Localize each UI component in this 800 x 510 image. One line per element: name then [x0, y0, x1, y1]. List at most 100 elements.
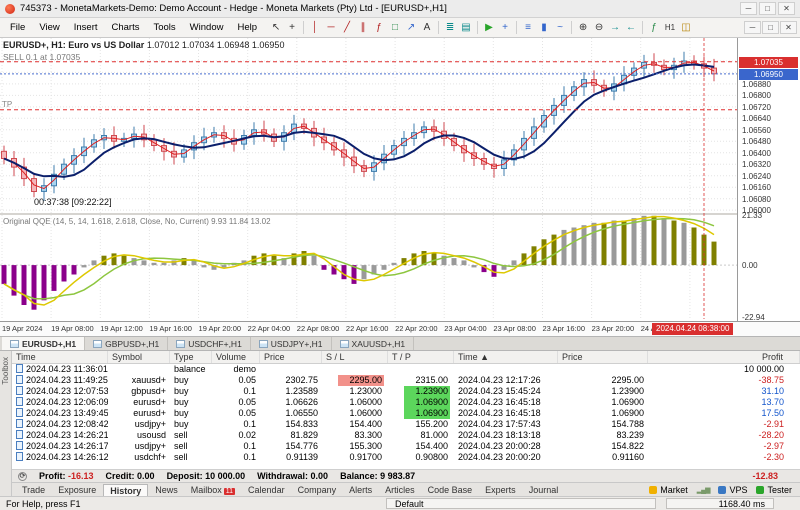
arrows-button[interactable]: ↗: [403, 20, 419, 36]
chart-tab-gbpusd+[interactable]: GBPUSD+,H1: [85, 337, 168, 350]
column-header-time[interactable]: Time: [12, 351, 108, 363]
column-header-volume[interactable]: Volume: [212, 351, 260, 363]
vertical-line-button[interactable]: │: [307, 20, 323, 36]
toolbox-side-tab[interactable]: Toolbox: [0, 351, 12, 496]
chart-window-maximize-button[interactable]: □: [762, 21, 779, 34]
toolbox-tab-articles[interactable]: Articles: [379, 484, 421, 496]
horizontal-line-button[interactable]: ─: [323, 20, 339, 36]
shapes-button[interactable]: □: [387, 20, 403, 36]
connection-latency[interactable]: 1168.40 ms: [666, 498, 774, 509]
toolbox-tab-company[interactable]: Company: [292, 484, 343, 496]
table-row[interactable]: 2024.04.23 14:26:17usdjpy+sell0.1154.776…: [12, 441, 800, 452]
candle-chart-icon: ▮: [541, 22, 547, 33]
window-maximize-button[interactable]: □: [759, 2, 776, 15]
table-row[interactable]: 2024.04.23 11:49:25xauusd+buy0.052302.75…: [12, 375, 800, 386]
price-axis[interactable]: 1.070401.069601.068801.068001.067201.066…: [737, 38, 800, 321]
column-header-type[interactable]: Type: [170, 351, 212, 363]
cell-time: 2024.04.23 11:49:25: [12, 375, 108, 386]
table-row[interactable]: 2024.04.23 12:08:42usdjpy+buy0.1154.8331…: [12, 419, 800, 430]
zoom-in-button[interactable]: ⊕: [575, 20, 591, 36]
chart-shift-button[interactable]: ←: [623, 20, 639, 36]
chart-tab-usdjpy+[interactable]: USDJPY+,H1: [251, 337, 332, 350]
vps-button[interactable]: VPS: [718, 485, 747, 495]
toolbox-tab-mailbox[interactable]: Mailbox11: [185, 484, 241, 496]
order-icon: [16, 430, 23, 439]
chart-tab-eurusd+[interactable]: EURUSD+,H1: [2, 337, 85, 350]
column-header-sl[interactable]: S / L: [322, 351, 388, 363]
indicators-button[interactable]: ƒ: [646, 20, 662, 36]
price-axis-label: 1.06160: [742, 183, 771, 192]
history-table-header[interactable]: TimeSymbolTypeVolumePriceS / LT / PTime …: [12, 351, 800, 364]
toolbox-tab-exposure[interactable]: Exposure: [52, 484, 102, 496]
column-header-price[interactable]: Price: [558, 351, 648, 363]
text-button[interactable]: A: [419, 20, 435, 36]
table-row[interactable]: 2024.04.23 12:07:53gbpusd+buy0.11.235891…: [12, 386, 800, 397]
chart-window-minimize-button[interactable]: ─: [744, 21, 761, 34]
trendline-button[interactable]: ╱: [339, 20, 355, 36]
tester-button[interactable]: Tester: [756, 485, 792, 495]
toolbox-tab-code-base[interactable]: Code Base: [422, 484, 479, 496]
zoom-out-button[interactable]: ⊖: [591, 20, 607, 36]
title-bar: 745373 - MonetaMarkets-Demo: Demo Accoun…: [0, 0, 800, 18]
tp-value: 2315.00: [404, 375, 450, 386]
chart-window-close-button[interactable]: ✕: [780, 21, 797, 34]
table-row[interactable]: 2024.04.23 14:26:12usdchf+sell0.10.91139…: [12, 452, 800, 463]
chart-plot[interactable]: EURUSD+, H1: Euro vs US Dollar 1.07012 1…: [0, 38, 737, 321]
price-axis-label: 1.06880: [742, 80, 771, 89]
menu-item-view[interactable]: View: [32, 20, 66, 35]
toolbox-tab-calendar[interactable]: Calendar: [242, 484, 291, 496]
chart-tab-icon: [259, 340, 268, 348]
column-header-time[interactable]: Time ▲: [454, 351, 558, 363]
window-close-button[interactable]: ✕: [778, 2, 795, 15]
channel-button[interactable]: ∥: [355, 20, 371, 36]
market-button[interactable]: Market: [649, 485, 688, 495]
new-order-button[interactable]: +: [497, 20, 513, 36]
time-axis[interactable]: 19 Apr 202419 Apr 08:0019 Apr 12:0019 Ap…: [0, 321, 800, 336]
column-header-tp[interactable]: T / P: [388, 351, 454, 363]
algo-trading-button[interactable]: ▶: [481, 20, 497, 36]
column-header-price[interactable]: Price: [260, 351, 322, 363]
vps-label: VPS: [729, 485, 747, 495]
chart-tab-icon: [10, 340, 19, 348]
table-row[interactable]: 2024.04.23 14:26:21usousdsell0.0281.8298…: [12, 430, 800, 441]
window-minimize-button[interactable]: ─: [740, 2, 757, 15]
table-row[interactable]: 2024.04.23 11:36:01balancedemo10 000.00: [12, 364, 800, 375]
toolbox-tab-journal[interactable]: Journal: [523, 484, 565, 496]
toolbox-tab-history[interactable]: History: [103, 484, 148, 496]
cursor-button[interactable]: ↖: [268, 20, 284, 36]
auto-scroll-button[interactable]: →: [607, 20, 623, 36]
chart-tab-usdchf+[interactable]: USDCHF+,H1: [168, 337, 251, 350]
tile-windows-button[interactable]: ◫: [678, 20, 694, 36]
toolbox-panel: Toolbox TimeSymbolTypeVolumePriceS / LT …: [0, 350, 800, 496]
bar-chart-button[interactable]: ≡: [520, 20, 536, 36]
timeframe-button[interactable]: H1: [662, 20, 678, 36]
market-depth-button[interactable]: ▤: [458, 20, 474, 36]
tester-icon: [756, 486, 764, 494]
line-chart-button[interactable]: ~: [552, 20, 568, 36]
menu-item-tools[interactable]: Tools: [146, 20, 182, 35]
price-chart-canvas[interactable]: [0, 38, 737, 321]
profile-selector[interactable]: Default: [386, 498, 656, 509]
fibonacci-button[interactable]: ƒ: [371, 20, 387, 36]
mt5-window: 745373 - MonetaMarkets-Demo: Demo Accoun…: [0, 0, 800, 510]
summary-item: Profit: -16.13: [39, 471, 94, 481]
column-header-profit[interactable]: Profit: [648, 351, 800, 363]
toolbox-tab-trade[interactable]: Trade: [16, 484, 51, 496]
menu-item-charts[interactable]: Charts: [105, 20, 147, 35]
toolbox-tab-experts[interactable]: Experts: [479, 484, 522, 496]
menu-item-insert[interactable]: Insert: [67, 20, 105, 35]
menu-item-help[interactable]: Help: [230, 20, 264, 35]
table-row[interactable]: 2024.04.23 13:49:45eurusd+buy0.051.06550…: [12, 408, 800, 419]
signals-button[interactable]: ▂▄▆: [697, 486, 710, 494]
crosshair-button[interactable]: +: [284, 20, 300, 36]
toolbox-tab-news[interactable]: News: [149, 484, 184, 496]
menu-item-window[interactable]: Window: [183, 20, 231, 35]
menu-item-file[interactable]: File: [3, 20, 32, 35]
table-row[interactable]: 2024.04.23 12:06:09eurusd+buy0.051.06626…: [12, 397, 800, 408]
chart-tab-xauusd+[interactable]: XAUUSD+,H1: [332, 337, 415, 350]
toolbox-tab-alerts[interactable]: Alerts: [343, 484, 378, 496]
column-header-symbol[interactable]: Symbol: [108, 351, 170, 363]
chart-window-controls: ─□✕: [744, 21, 797, 34]
tick-chart-button[interactable]: ≣: [442, 20, 458, 36]
candle-chart-button[interactable]: ▮: [536, 20, 552, 36]
